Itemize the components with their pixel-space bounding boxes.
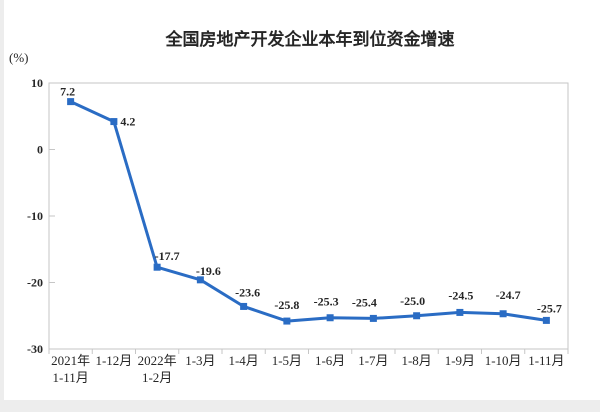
data-point-label: -25.4 (352, 295, 377, 309)
y-axis: 10 0 -10 -20 -30 (27, 76, 55, 356)
data-labels: 7.2 4.2 -17.7 -19.6 -23.6 -25.8 -25.3 -25.4 -25.… (60, 85, 562, 316)
x-category-label: 1-11月 (52, 370, 88, 385)
data-point-label: -19.6 (196, 264, 221, 278)
data-point (369, 314, 377, 322)
data-point (413, 312, 421, 320)
data-point (240, 302, 248, 310)
data-point-markers (67, 98, 550, 325)
series-line (69, 100, 548, 323)
data-point (456, 308, 464, 316)
series-polyline (69, 100, 548, 323)
chart-title: 全国房地产开发企业本年到位资金增速 (165, 29, 455, 49)
data-point (196, 276, 204, 284)
x-category-label: 1-7月 (358, 353, 388, 368)
data-point-label: -24.7 (496, 288, 521, 302)
page-edge-bottom (0, 400, 600, 412)
x-category-label: 2022年 (138, 353, 177, 368)
x-category-label: 1-10月 (485, 353, 522, 368)
data-point-label: -25.0 (400, 294, 425, 308)
x-category-label: 1-2月 (142, 370, 172, 385)
data-point-label: -25.7 (537, 301, 562, 315)
x-category-label: 1-12月 (95, 353, 132, 368)
data-point (542, 316, 550, 324)
y-tick-label: -30 (27, 342, 43, 356)
x-category-label: 1-4月 (228, 353, 258, 368)
x-category-label: 1-11月 (528, 353, 564, 368)
x-category-label: 1-5月 (272, 353, 302, 368)
data-point-label: -25.3 (314, 295, 339, 309)
data-point-label: 7.2 (60, 85, 75, 99)
data-point-label: 4.2 (120, 115, 135, 129)
x-category-label: 2021年 (51, 353, 90, 368)
data-point-label: -24.5 (448, 288, 473, 302)
data-point-label: -25.8 (274, 298, 299, 312)
y-tick-label: 10 (31, 76, 43, 90)
data-point (153, 263, 161, 271)
data-point (326, 314, 334, 322)
x-category-label: 1-3月 (185, 353, 215, 368)
y-axis-unit-label: (%) (9, 50, 29, 65)
x-axis: 2021年 1-11月 1-12月 2022年 1-2月 1-3月 1-4月 1-5月 1-6月… (48, 349, 569, 385)
data-point (499, 310, 507, 318)
data-point-label: -23.6 (235, 285, 260, 299)
x-category-label: 1-8月 (401, 353, 431, 368)
data-point-label: -17.7 (155, 249, 180, 263)
page-edge-left (0, 0, 4, 412)
x-category-label: 1-6月 (315, 353, 345, 368)
data-point (110, 118, 118, 126)
data-point (283, 317, 291, 325)
data-point (67, 98, 75, 106)
y-tick-label: 0 (37, 143, 43, 157)
y-tick-label: -20 (27, 276, 43, 290)
y-tick-label: -10 (27, 209, 43, 223)
x-category-label: 1-9月 (445, 353, 475, 368)
